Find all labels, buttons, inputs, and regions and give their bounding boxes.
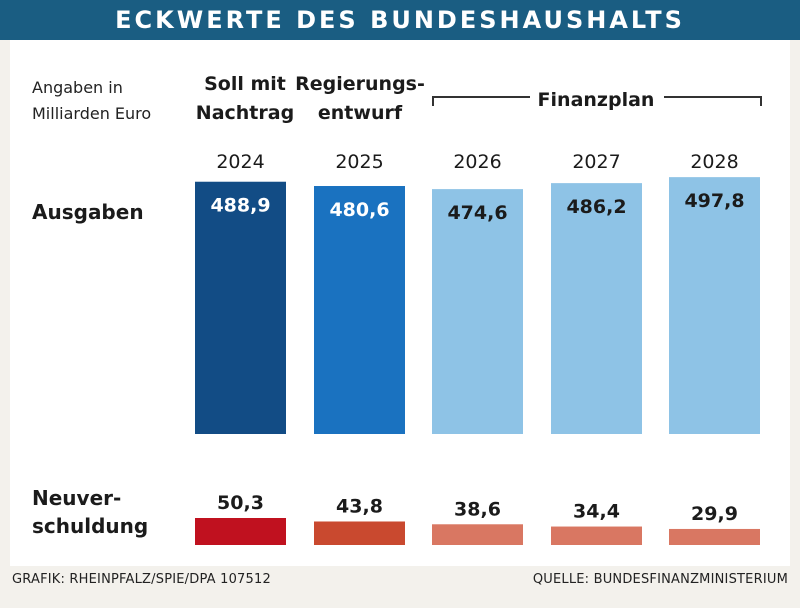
finanzplan-bracket-left (432, 96, 530, 106)
ausgaben-bar (314, 186, 405, 434)
ausgaben-value-label: 488,9 (210, 195, 270, 217)
column-header-soll: Soll mit Nachtrag (192, 70, 298, 128)
row-label-neuverschuldung-line-1: Neuver- (32, 486, 122, 510)
footer-credit: GRAFIK: RHEINPFALZ/SPIE/DPA 107512 (12, 572, 271, 587)
neuverschuldung-bar (551, 526, 642, 545)
row-label-ausgaben: Ausgaben (32, 200, 144, 224)
footer-source: QUELLE: BUNDESFINANZMINISTERIUM (532, 572, 788, 587)
unit-label-line-2: Milliarden Euro (32, 104, 152, 123)
neuverschuldung-value-label: 34,4 (573, 501, 620, 523)
ausgaben-value-label: 497,8 (684, 190, 744, 212)
neuverschuldung-bar (195, 518, 286, 545)
ausgaben-bar (432, 189, 523, 434)
neuverschuldung-bar (314, 521, 405, 545)
ausgaben-bar (551, 183, 642, 434)
row-label-neuverschuldung: Neuver- schuldung (32, 484, 148, 540)
year-label: 2028 (690, 151, 738, 173)
neuverschuldung-value-label: 43,8 (336, 495, 383, 517)
column-header-entwurf-line-1: Regierungs- (295, 73, 425, 95)
ausgaben-value-label: 480,6 (329, 199, 389, 221)
column-header-soll-line-1: Soll mit (204, 73, 286, 95)
column-header-entwurf: Regierungs- entwurf (292, 70, 428, 128)
neuverschuldung-bar (432, 524, 523, 545)
year-label: 2027 (572, 151, 620, 173)
neuverschuldung-value-label: 29,9 (691, 503, 738, 525)
ausgaben-bar (195, 181, 286, 434)
page-title: ECKWERTE DES BUNDESHAUSHALTS (0, 0, 800, 40)
ausgaben-value-label: 474,6 (447, 202, 507, 224)
unit-label-line-1: Angaben in (32, 78, 123, 97)
year-label: 2025 (335, 151, 383, 173)
column-header-soll-line-2: Nachtrag (195, 102, 295, 124)
year-label: 2026 (453, 151, 501, 173)
row-label-neuverschuldung-line-2: schuldung (32, 514, 149, 538)
year-label: 2024 (216, 151, 264, 173)
neuverschuldung-value-label: 38,6 (454, 498, 501, 520)
column-header-finanzplan: Finanzplan (537, 89, 655, 111)
unit-label: Angaben in Milliarden Euro (32, 75, 192, 127)
ausgaben-value-label: 486,2 (566, 196, 626, 218)
finanzplan-bracket-right (664, 96, 762, 106)
neuverschuldung-bar (669, 528, 760, 545)
ausgaben-bar (669, 177, 760, 434)
neuverschuldung-value-label: 50,3 (217, 492, 264, 514)
column-header-entwurf-line-2: entwurf (317, 102, 403, 124)
